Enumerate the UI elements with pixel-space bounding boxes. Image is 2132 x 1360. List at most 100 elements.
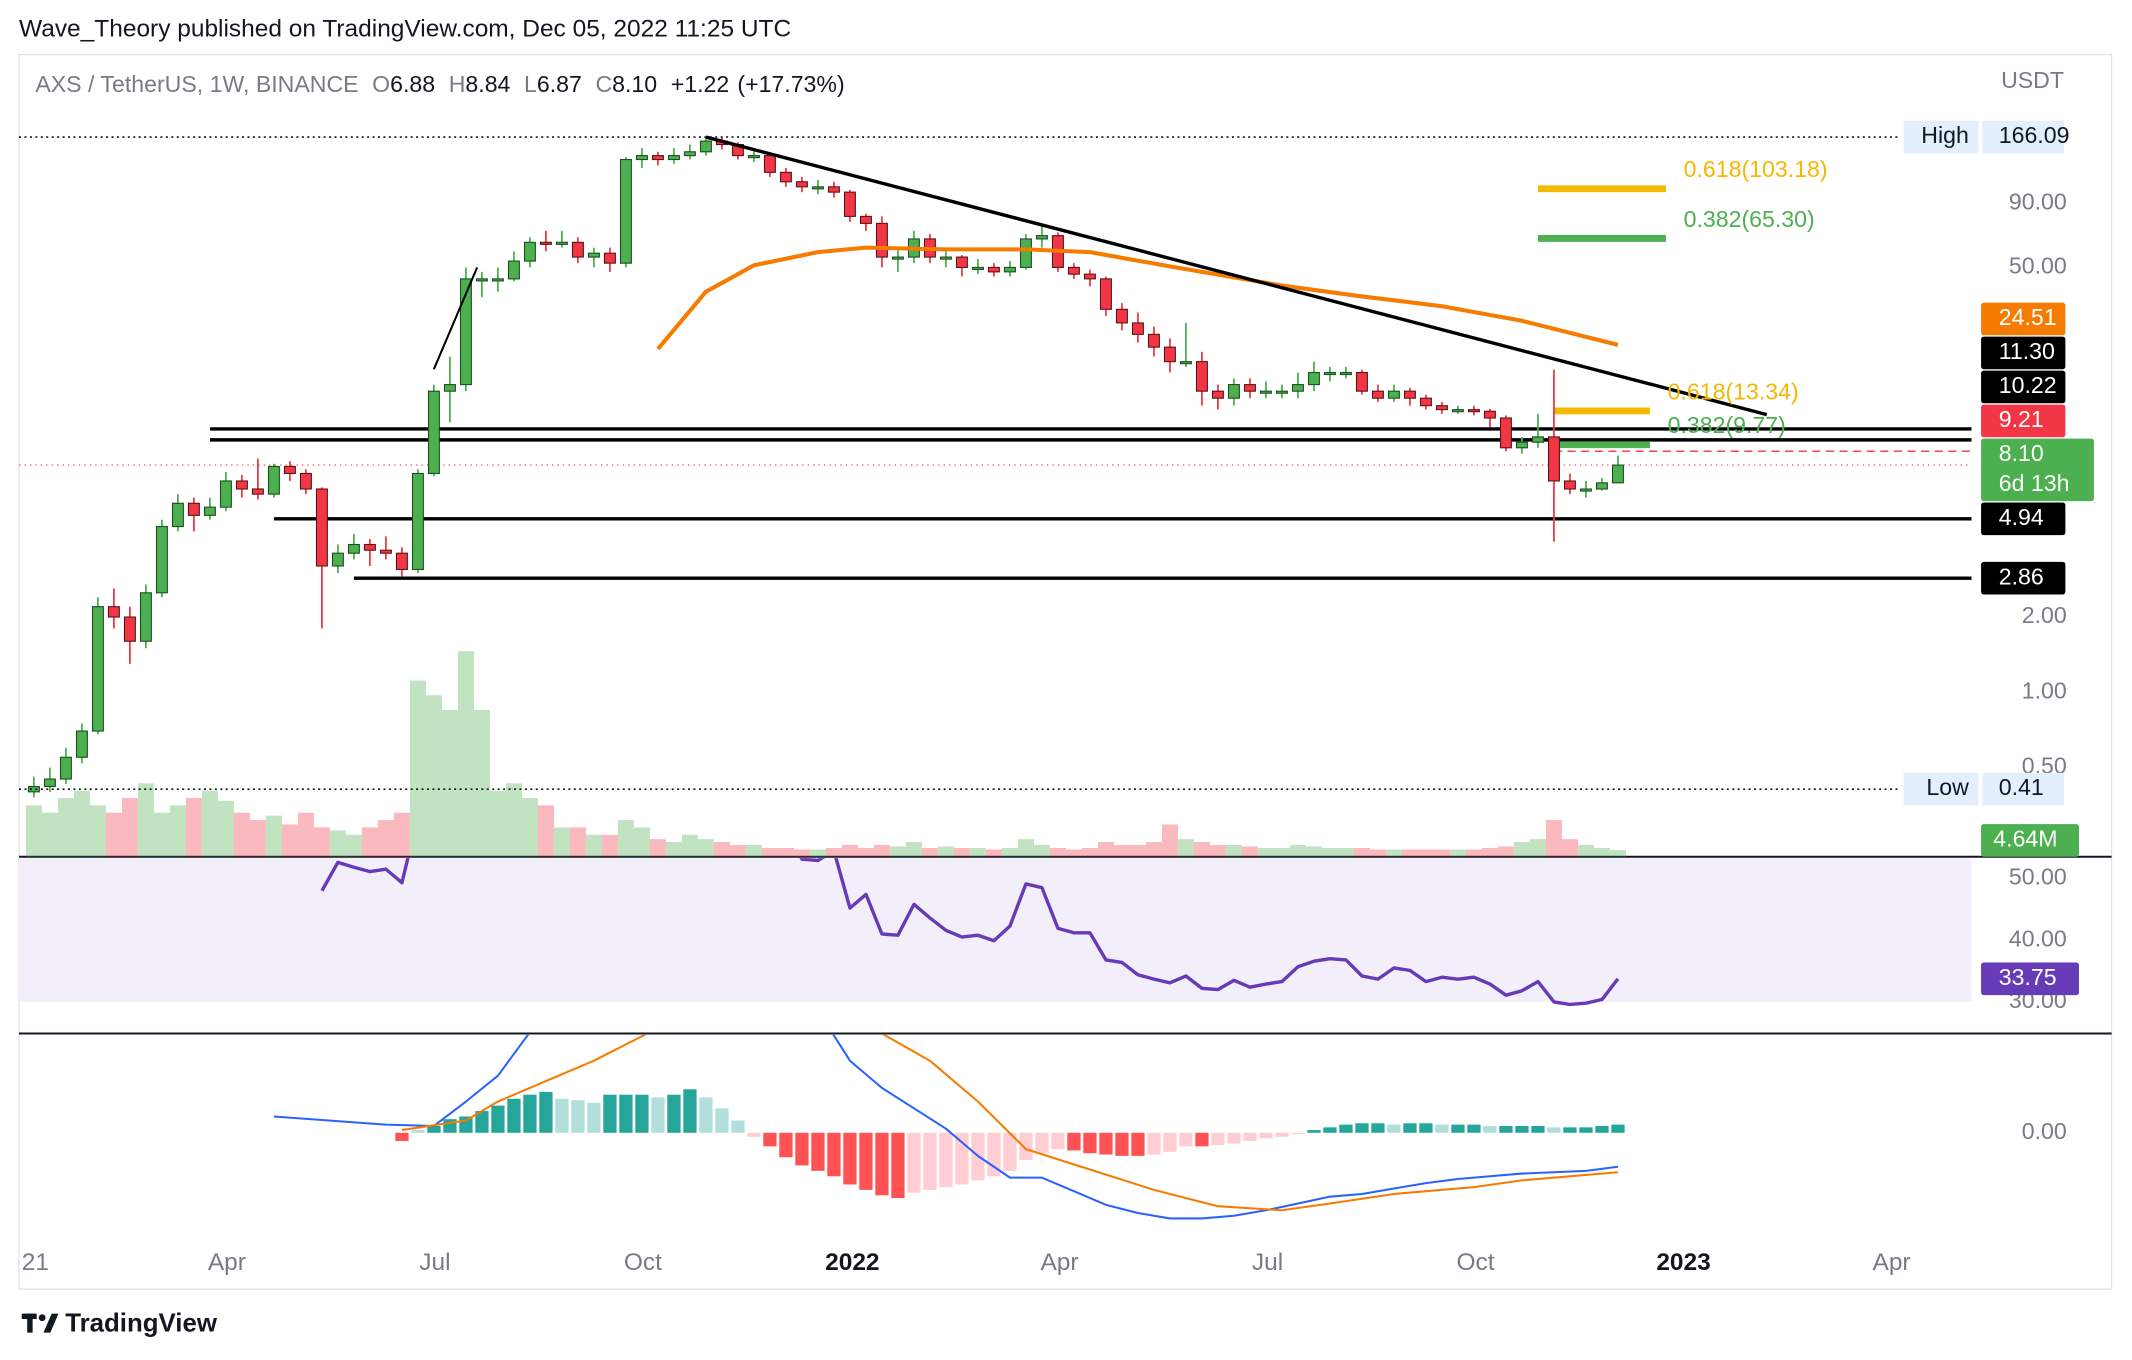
macd-histogram bbox=[1547, 1127, 1561, 1133]
y-tick-label: 2.00 bbox=[2022, 602, 2067, 628]
volume-bar bbox=[713, 842, 730, 857]
volume-bar bbox=[1209, 845, 1226, 857]
volume-bar bbox=[569, 827, 586, 857]
macd-histogram bbox=[1227, 1132, 1241, 1144]
candle-body bbox=[555, 241, 568, 245]
candle-body bbox=[523, 241, 536, 262]
macd-histogram bbox=[427, 1125, 441, 1133]
volume-bar bbox=[937, 846, 954, 857]
volume-bar bbox=[1433, 849, 1450, 857]
macd-histogram bbox=[1563, 1127, 1577, 1133]
candle-body bbox=[1163, 346, 1176, 363]
candle-body bbox=[1531, 436, 1544, 443]
volume-bar bbox=[1097, 842, 1114, 857]
candle-body bbox=[811, 186, 824, 190]
rsi-tick-label: 40.00 bbox=[2009, 925, 2067, 951]
volume-bar bbox=[729, 845, 746, 857]
candle-body bbox=[1547, 436, 1560, 482]
candle-body bbox=[747, 155, 760, 159]
macd-histogram bbox=[587, 1102, 601, 1133]
macd-histogram bbox=[939, 1132, 953, 1188]
volume-bar bbox=[697, 839, 714, 857]
macd-histogram bbox=[1499, 1125, 1513, 1133]
volume-bar bbox=[169, 805, 186, 857]
rsi-tag: 33.75 bbox=[1999, 964, 2057, 990]
macd-histogram bbox=[955, 1132, 969, 1185]
macd-histogram bbox=[923, 1132, 937, 1190]
volume-bar bbox=[1113, 845, 1130, 857]
candle-body bbox=[1419, 397, 1432, 407]
logo-part bbox=[43, 1313, 59, 1333]
candle-body bbox=[235, 480, 248, 490]
volume-bar bbox=[89, 805, 106, 857]
candle-body bbox=[347, 543, 360, 554]
macd-histogram bbox=[795, 1132, 809, 1166]
candle-body bbox=[779, 171, 792, 183]
fib-label: 0.618(103.18) bbox=[1684, 156, 1828, 182]
volume-bar bbox=[1353, 847, 1370, 857]
candle-body bbox=[1387, 390, 1400, 399]
candle-body bbox=[443, 384, 456, 392]
price-tag-box bbox=[1981, 404, 2066, 438]
macd-histogram bbox=[507, 1098, 521, 1133]
candle-body bbox=[843, 191, 856, 217]
candle-body bbox=[635, 155, 648, 161]
volume-bar bbox=[1529, 839, 1546, 857]
x-tick-label: Oct bbox=[1457, 1249, 1495, 1276]
volume-bar bbox=[1001, 847, 1018, 857]
volume-bar bbox=[281, 824, 298, 857]
candle-body bbox=[43, 778, 56, 788]
volume-bar bbox=[1465, 849, 1482, 857]
candle-body bbox=[299, 472, 312, 490]
candle-body bbox=[283, 465, 296, 475]
macd-histogram bbox=[907, 1132, 921, 1193]
macd-histogram bbox=[859, 1132, 873, 1190]
candle-body bbox=[1211, 390, 1224, 399]
candle-body bbox=[427, 390, 440, 475]
volume-bar bbox=[1481, 847, 1498, 857]
candle-body bbox=[27, 785, 40, 793]
volume-bar bbox=[793, 849, 810, 857]
volume-bar bbox=[1193, 842, 1210, 857]
header: Wave_Theory published on TradingView.com… bbox=[19, 16, 791, 43]
x-tick-label: 2023 bbox=[1656, 1249, 1710, 1276]
rsi-tick-label: 50.00 bbox=[2009, 864, 2067, 890]
macd-histogram bbox=[1147, 1132, 1161, 1155]
legend-item: 6.88 bbox=[390, 71, 435, 97]
candle-body bbox=[1307, 371, 1320, 386]
candle-body bbox=[1339, 371, 1352, 376]
macd-histogram bbox=[747, 1132, 761, 1137]
macd-histogram bbox=[523, 1094, 537, 1133]
candle-body bbox=[587, 252, 600, 258]
volume-bar bbox=[617, 820, 634, 857]
legend-item: AXS / TetherUS, 1W, BINANCE bbox=[35, 71, 358, 97]
volume-bar bbox=[553, 827, 570, 857]
macd-histogram bbox=[1403, 1123, 1417, 1133]
candle-body bbox=[603, 252, 616, 264]
macd-histogram bbox=[571, 1100, 585, 1133]
candle-body bbox=[491, 278, 504, 282]
price-tag: 4.94 bbox=[1999, 504, 2044, 530]
x-tick-label: 2022 bbox=[825, 1249, 879, 1276]
candle-body bbox=[539, 241, 552, 245]
price-tag: 8.10 bbox=[1999, 440, 2044, 466]
x-tick-label: 21 bbox=[22, 1249, 49, 1276]
macd-histogram bbox=[811, 1132, 825, 1171]
macd-histogram bbox=[1323, 1127, 1337, 1133]
macd-histogram bbox=[1451, 1124, 1465, 1133]
volume-bar bbox=[521, 798, 538, 857]
volume-bar bbox=[1129, 845, 1146, 857]
candle-body bbox=[315, 488, 328, 567]
high-value-box bbox=[1982, 120, 2065, 154]
high-value: 166.09 bbox=[1999, 122, 2070, 148]
macd-histogram bbox=[699, 1097, 713, 1133]
volume-bar bbox=[1321, 847, 1338, 857]
volume-bar bbox=[1337, 847, 1354, 857]
macd-histogram bbox=[475, 1111, 489, 1133]
macd-histogram bbox=[715, 1108, 729, 1133]
volume-bar bbox=[1177, 839, 1194, 857]
candle-body bbox=[1083, 273, 1096, 280]
candle-body bbox=[139, 592, 152, 642]
price-tag-box bbox=[1981, 370, 2066, 404]
